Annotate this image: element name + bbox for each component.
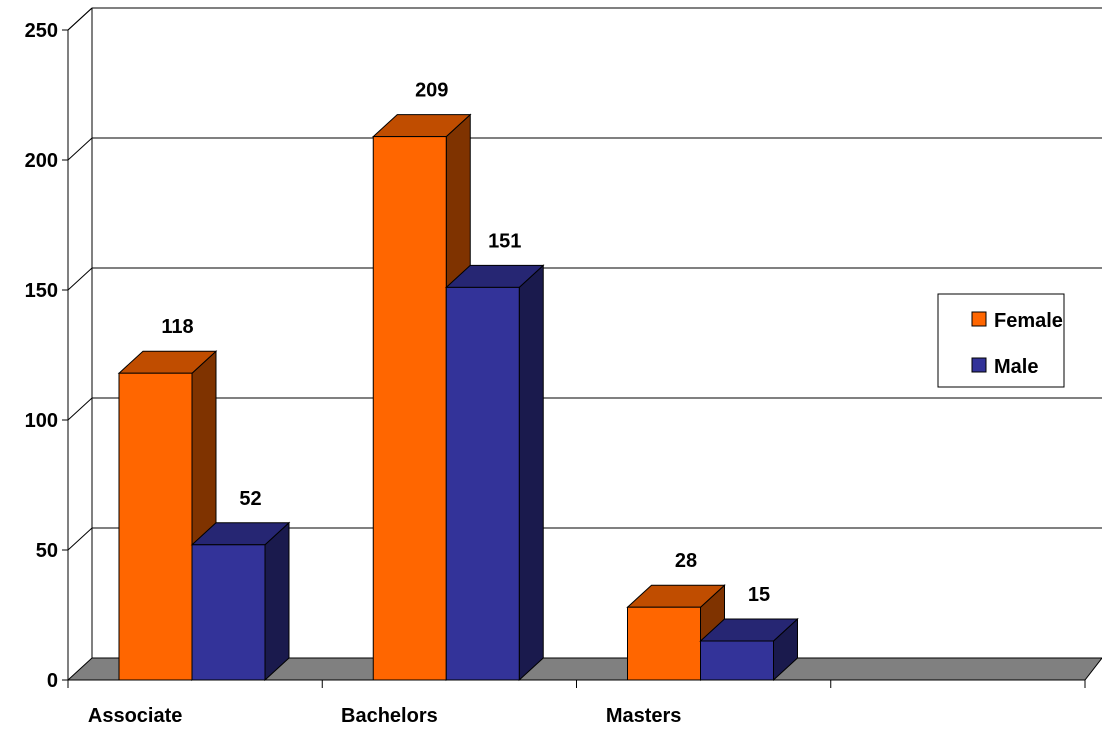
y-tick-label: 150 (25, 280, 58, 302)
gridline-depth (67, 527, 93, 551)
bar-male-masters (699, 617, 799, 682)
legend-swatch-female (971, 311, 987, 327)
legend-label-female: Female (994, 310, 1063, 332)
legend-label-male: Male (994, 356, 1038, 378)
gridline-depth (67, 267, 93, 291)
x-category-label: Bachelors (341, 705, 438, 727)
bar-front (372, 136, 447, 681)
legend-box (937, 293, 1065, 388)
bar-male-associate (190, 521, 291, 682)
y-tick-label: 200 (25, 150, 58, 172)
bar-front (445, 286, 520, 681)
x-category-label: Masters (606, 705, 682, 727)
data-labels: 118 52 209 151 28 15 (161, 80, 770, 606)
x-category-label: Associate (88, 705, 183, 727)
gridline-depth (67, 137, 93, 161)
bar-male-bachelors (444, 264, 545, 682)
y-tick-label: 50 (36, 540, 58, 562)
data-label: 209 (415, 80, 448, 102)
chart-walls (67, 7, 93, 680)
bars (117, 113, 799, 682)
legend-swatch-male (971, 357, 987, 373)
bar-front (700, 640, 774, 681)
data-label: 118 (161, 316, 193, 338)
gridlines (67, 7, 1102, 551)
gridline-depth (67, 397, 93, 421)
y-tick-label: 250 (25, 20, 58, 42)
bar-front (627, 606, 701, 681)
data-label: 28 (675, 550, 697, 572)
data-label: 15 (748, 584, 770, 606)
y-tick-label: 0 (47, 670, 58, 692)
y-axis: 0 50 100 150 200 250 (25, 20, 68, 692)
bar-front (118, 372, 193, 681)
x-axis: Associate Bachelors Masters (67, 679, 1086, 727)
bar-side (264, 521, 290, 682)
legend: Female Male (937, 293, 1065, 388)
data-label: 52 (239, 488, 261, 510)
gridline-depth (67, 7, 93, 31)
y-tick-label: 100 (25, 410, 58, 432)
data-label: 151 (488, 230, 521, 252)
bar-side (518, 264, 544, 682)
bar-front (191, 544, 266, 681)
